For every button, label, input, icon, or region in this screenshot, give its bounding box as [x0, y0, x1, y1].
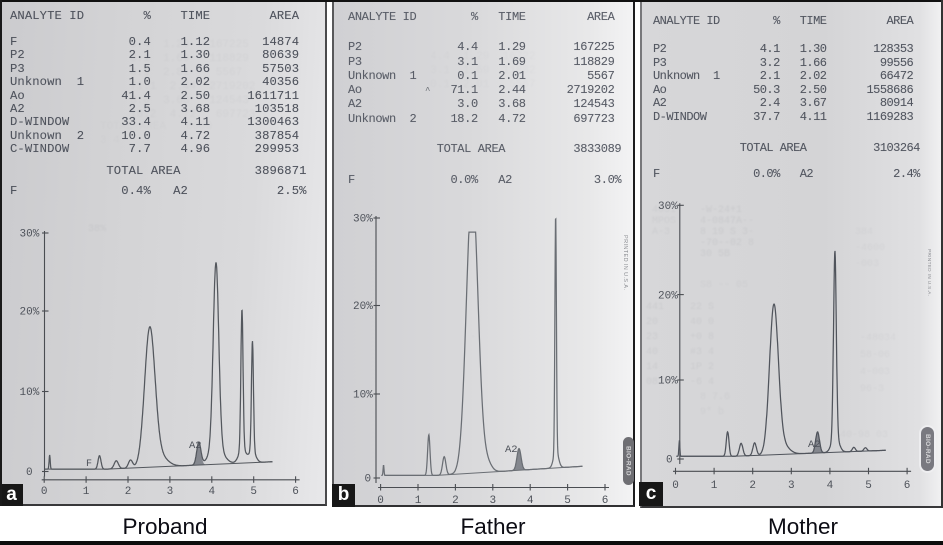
svg-text:30%: 30%: [658, 201, 678, 213]
svg-text:3: 3: [167, 486, 174, 498]
svg-text:2: 2: [749, 480, 756, 492]
svg-text:F: F: [86, 459, 92, 470]
svg-text:20%: 20%: [353, 301, 373, 313]
svg-text:6: 6: [292, 486, 299, 498]
svg-text:4: 4: [827, 480, 834, 492]
svg-text:0: 0: [672, 480, 679, 492]
svg-text:10%: 10%: [658, 376, 678, 388]
svg-text:0: 0: [666, 455, 673, 467]
svg-text:5: 5: [865, 480, 872, 492]
svg-text:6: 6: [602, 495, 609, 507]
svg-text:1: 1: [415, 495, 422, 507]
svg-text:4: 4: [527, 495, 534, 507]
svg-text:A2: A2: [505, 444, 518, 456]
svg-text:20%: 20%: [658, 290, 678, 302]
svg-text:10%: 10%: [20, 387, 40, 399]
svg-text:30%: 30%: [353, 214, 373, 226]
svg-text:0: 0: [377, 495, 384, 507]
svg-text:1: 1: [83, 486, 90, 498]
svg-text:5: 5: [250, 486, 257, 498]
svg-text:10%: 10%: [353, 390, 373, 402]
svg-text:1: 1: [711, 480, 718, 492]
svg-text:A2: A2: [189, 440, 202, 452]
svg-text:2: 2: [125, 486, 132, 498]
svg-text:4: 4: [209, 486, 216, 498]
svg-text:20%: 20%: [20, 307, 40, 319]
svg-text:6: 6: [904, 480, 911, 492]
svg-text:2: 2: [452, 495, 459, 507]
svg-text:0: 0: [41, 486, 48, 498]
svg-text:30%: 30%: [20, 229, 40, 241]
svg-text:0: 0: [26, 467, 33, 479]
svg-text:5: 5: [564, 495, 571, 507]
svg-text:3: 3: [788, 480, 795, 492]
svg-text:A2: A2: [808, 439, 821, 451]
svg-text:^: ^: [425, 86, 430, 96]
svg-text:0: 0: [365, 474, 372, 486]
svg-text:3: 3: [490, 495, 497, 507]
